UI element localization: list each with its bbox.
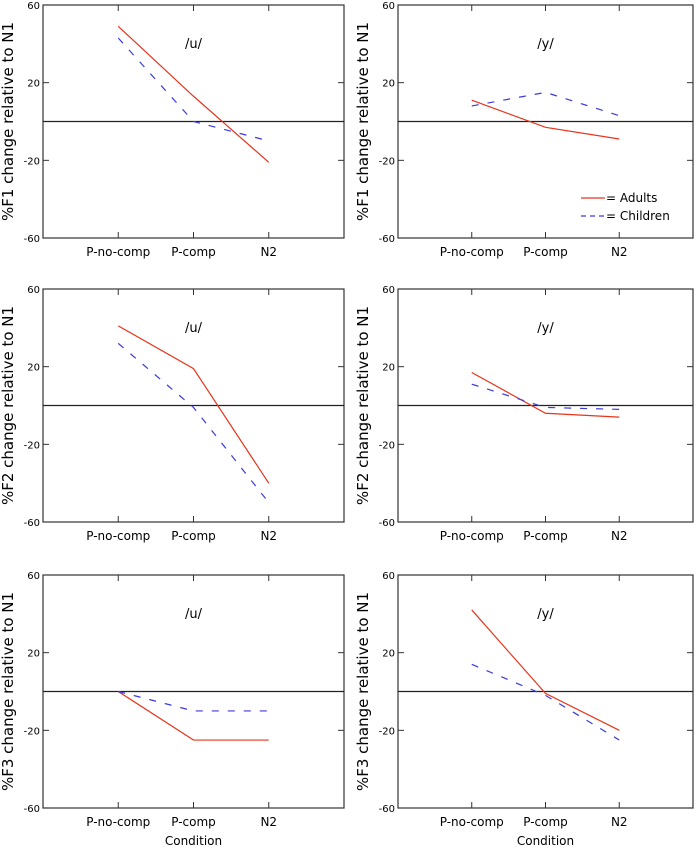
series-line-adults xyxy=(472,100,620,139)
y-tick-label: -60 xyxy=(24,234,40,245)
y-axis-label: %F2 change relative to N1 xyxy=(354,306,372,505)
series-line-adults xyxy=(118,692,269,741)
x-tick-label: P-no-comp xyxy=(86,529,150,543)
panel-title: /y/ xyxy=(537,607,554,622)
legend-label-children: = Children xyxy=(606,209,670,223)
x-tick-label: P-comp xyxy=(171,245,216,259)
series-line-adults xyxy=(118,326,269,483)
y-tick-label: 20 xyxy=(382,79,395,90)
y-tick-label: -20 xyxy=(379,726,395,737)
x-tick-label: P-comp xyxy=(523,245,568,259)
panel-title: /u/ xyxy=(185,607,203,622)
x-axis-label: Condition xyxy=(517,834,574,848)
series-line-children xyxy=(118,692,269,711)
panel-title: /u/ xyxy=(185,321,203,336)
x-tick-label: N2 xyxy=(611,529,628,543)
y-tick-label: -60 xyxy=(379,234,395,245)
y-tick-label: 20 xyxy=(382,363,395,374)
panel-title: /y/ xyxy=(537,37,554,52)
series-line-adults xyxy=(472,372,620,417)
series-line-children xyxy=(472,664,620,740)
panel-title: /u/ xyxy=(185,37,203,52)
x-tick-label: P-no-comp xyxy=(86,245,150,259)
x-tick-label: P-comp xyxy=(171,529,216,543)
y-tick-label: 60 xyxy=(27,1,40,12)
y-tick-label: -20 xyxy=(379,156,395,167)
panel-5: 60 20 -20 -60 P-no-comp P-comp N2/u/ %F3 change… xyxy=(0,571,344,848)
x-tick-label: N2 xyxy=(611,245,628,259)
x-axis-label: Condition xyxy=(165,834,222,848)
y-tick-label: -60 xyxy=(379,518,395,529)
x-tick-label: N2 xyxy=(611,815,628,829)
x-tick-label: N2 xyxy=(260,245,277,259)
panel-3: 60 20 -20 -60 P-no-comp P-comp N2/u/ %F2 change… xyxy=(0,285,344,543)
y-axis-label: %F2 change relative to N1 xyxy=(0,306,17,505)
y-tick-label: -60 xyxy=(379,804,395,815)
y-axis-label: %F3 change relative to N1 xyxy=(0,592,17,791)
x-tick-label: P-no-comp xyxy=(86,815,150,829)
y-tick-label: -60 xyxy=(24,804,40,815)
series-line-adults xyxy=(472,610,620,730)
y-tick-label: 20 xyxy=(27,649,40,660)
panel-1: 60 20 -20 -60 P-no-comp P-comp N2/u/ %F1 change… xyxy=(0,1,344,259)
y-tick-label: -60 xyxy=(24,518,40,529)
y-tick-label: -20 xyxy=(24,156,40,167)
y-tick-label: 20 xyxy=(382,649,395,660)
y-tick-label: 60 xyxy=(382,285,395,296)
x-tick-label: N2 xyxy=(260,815,277,829)
panel-4: 60 20 -20 -60 P-no-comp P-comp N2/y/ %F2 change… xyxy=(354,285,693,543)
x-tick-label: P-comp xyxy=(523,815,568,829)
x-tick-label: P-no-comp xyxy=(440,245,504,259)
y-tick-label: -20 xyxy=(24,726,40,737)
y-tick-label: -20 xyxy=(24,440,40,451)
y-tick-label: 60 xyxy=(382,1,395,12)
y-tick-label: 20 xyxy=(27,79,40,90)
y-axis-label: %F1 change relative to N1 xyxy=(354,22,372,221)
y-tick-label: 20 xyxy=(27,363,40,374)
series-line-children xyxy=(118,343,269,502)
y-tick-label: 60 xyxy=(27,571,40,582)
panel-title: /y/ xyxy=(537,321,554,336)
y-axis-label: %F1 change relative to N1 xyxy=(0,22,17,221)
x-tick-label: P-comp xyxy=(171,815,216,829)
x-tick-label: P-no-comp xyxy=(440,529,504,543)
y-tick-label: 60 xyxy=(382,571,395,582)
series-line-children xyxy=(118,38,269,141)
series-line-children xyxy=(472,92,620,115)
x-tick-label: P-comp xyxy=(523,529,568,543)
panel-6: 60 20 -20 -60 P-no-comp P-comp N2/y/ %F3 change… xyxy=(354,571,693,848)
legend-label-adults: = Adults xyxy=(606,191,657,205)
y-tick-label: 60 xyxy=(27,285,40,296)
x-tick-label: N2 xyxy=(260,529,277,543)
x-tick-label: P-no-comp xyxy=(440,815,504,829)
y-axis-label: %F3 change relative to N1 xyxy=(354,592,372,791)
y-tick-label: -20 xyxy=(379,440,395,451)
legend: = Adults = Children xyxy=(581,191,670,223)
